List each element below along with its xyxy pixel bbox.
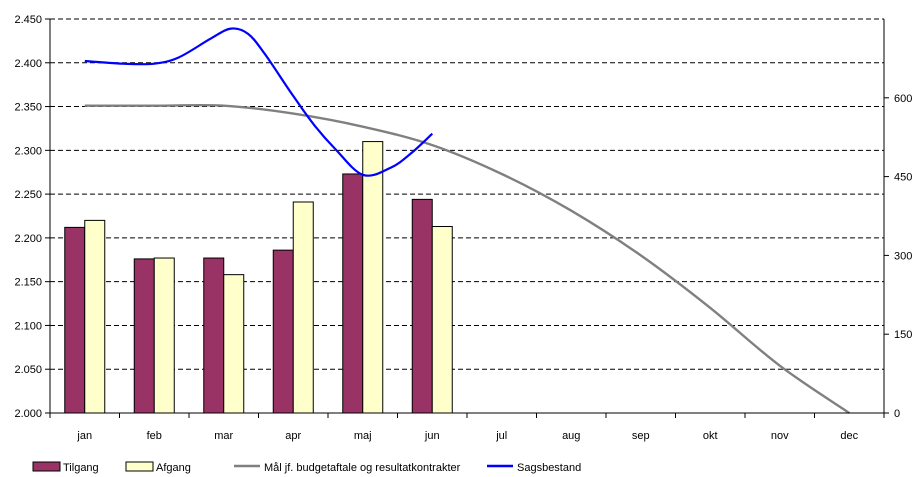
y-left-tick-label: 2.050 (14, 364, 42, 376)
x-tick-label: maj (354, 430, 372, 442)
x-tick-label: mar (214, 430, 233, 442)
legend-swatch-tilgang (32, 461, 61, 472)
lines (84, 27, 850, 414)
y-left-tick-label: 2.000 (14, 408, 42, 420)
x-tick-label: aug (562, 430, 580, 442)
y-left-tick-label: 2.150 (14, 277, 42, 289)
x-tick-label: jul (495, 430, 507, 442)
y-left-tick-label: 2.250 (14, 189, 42, 201)
legend-swatch-afgang (125, 461, 154, 472)
y-left-tick-label: 2.400 (14, 58, 42, 70)
line-maal (84, 103, 850, 414)
bar-afgang (153, 257, 175, 414)
y-right-tick-label: 300 (894, 250, 912, 262)
bar-afgang (223, 274, 245, 414)
bar-tilgang (64, 226, 86, 414)
y-left-tick-label: 2.100 (14, 320, 42, 332)
y-left-tick-label: 2.200 (14, 233, 42, 245)
y-left-tick-label: 2.300 (14, 145, 42, 157)
x-tick-label: nov (771, 430, 789, 442)
plot-area (50, 19, 884, 413)
bar-afgang (84, 219, 106, 414)
y-right-tick-label: 600 (894, 93, 912, 105)
y-right-tick-label: 450 (894, 172, 912, 184)
x-tick-label: dec (840, 430, 858, 442)
y-left-tick-label: 2.350 (14, 102, 42, 114)
legend-label: Mål jf. budgetaftale og resultatkontrakt… (264, 462, 461, 474)
gridlines (50, 18, 884, 413)
bar-tilgang (411, 198, 433, 414)
x-tick-label: okt (703, 430, 718, 442)
line-sagsbestand (84, 27, 434, 177)
y-right-tick-label: 0 (894, 408, 900, 420)
axes (45, 18, 889, 418)
bar-afgang (362, 141, 384, 414)
legend: Tilgang Afgang Mål jf. budgetaftale og res… (32, 461, 581, 474)
bar-afgang (431, 226, 453, 414)
legend-label: Afgang (156, 462, 191, 474)
x-tick-label: apr (285, 430, 301, 442)
legend-label: Tilgang (63, 462, 99, 474)
x-tick-label: sep (632, 430, 650, 442)
bar-tilgang (342, 173, 364, 414)
bar-tilgang (133, 258, 155, 414)
bar-tilgang (272, 249, 294, 414)
legend-label: Sagsbestand (517, 462, 581, 474)
y-left-tick-label: 2.450 (14, 14, 42, 26)
x-tick-label: jan (76, 430, 92, 442)
bar-tilgang (203, 257, 225, 414)
tick-labels: 2.000 2.050 2.100 2.150 2.200 2.250 2.300 2.350… (14, 14, 912, 442)
x-tick-label: jun (424, 430, 440, 442)
y-right-tick-label: 150 (894, 329, 912, 341)
x-tick-label: feb (147, 430, 162, 442)
bar-afgang (292, 201, 314, 414)
